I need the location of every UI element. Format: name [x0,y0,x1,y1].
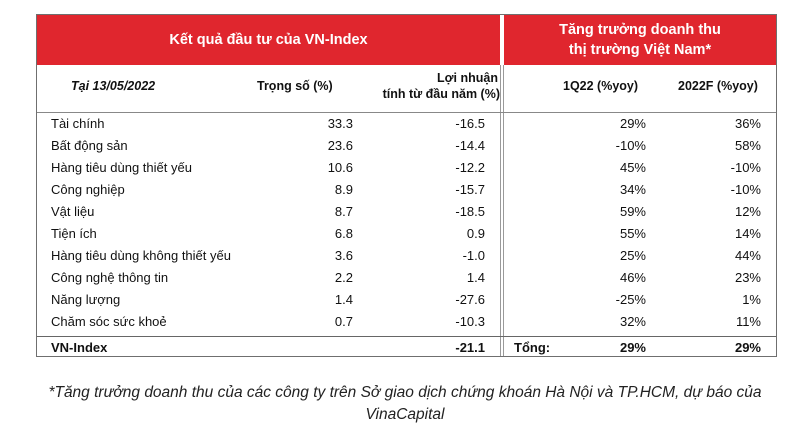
row-forecast-growth: 11% [735,314,761,329]
row-q1-growth: -10% [615,138,646,153]
row-q1-growth: 45% [619,160,646,175]
footnote-line2: VinaCapital [365,406,445,423]
row-forecast-growth: 12% [734,204,761,219]
row-q1-growth: 29% [619,116,646,131]
row-q1-growth: 25% [619,248,646,263]
total-name: VN-Index [51,340,108,355]
row-forecast-growth: -10% [730,160,761,175]
row-weight: 2.2 [334,270,353,285]
footnote: *Tăng trưởng doanh thu của các công ty t… [0,382,810,426]
row-weight: 6.8 [334,226,353,241]
row-weight: 3.6 [334,248,353,263]
divider-left [500,65,501,356]
row-q1-growth: 55% [619,226,646,241]
row-forecast-growth: 23% [734,270,761,285]
total-q1: 29% [619,340,646,355]
row-profit: -16.5 [455,116,485,131]
row-sector-name: Chăm sóc sức khoẻ [51,314,167,329]
total-row: VN-Index -21.1 Tổng: 29% 29% [37,337,776,359]
row-weight: 0.7 [334,314,353,329]
row-weight: 1.4 [334,292,353,307]
row-forecast-growth: 58% [734,138,761,153]
row-forecast-growth: -10% [730,182,761,197]
row-q1-growth: 32% [619,314,646,329]
row-weight: 8.7 [334,204,353,219]
table-row: Hàng tiêu dùng không thiết yếu 3.6 -1.0 25%… [37,245,776,267]
row-sector-name: Công nghệ thông tin [51,270,169,285]
row-profit: -14.4 [455,138,485,153]
row-profit: -27.6 [455,292,485,307]
col-date: Tại 13/05/2022 [71,79,156,93]
row-sector-name: Tiện ích [51,226,97,241]
row-sector-name: Tài chính [51,116,105,131]
header-right-title: Tăng trưởng doanh thu thị trường Việt Na… [504,15,776,65]
row-profit: -15.7 [455,182,485,197]
row-weight: 23.6 [327,138,353,153]
subheader-right: 1Q22 (%yoy) 2022F (%yoy) [504,65,776,112]
row-sector-name: Năng lượng [51,292,121,307]
row-profit: -12.2 [455,160,485,175]
col-profit-line2: tính từ đầu năm (%) [382,87,500,101]
row-profit: -18.5 [455,204,485,219]
table-row: Năng lượng 1.4 -27.6 -25% 1% [37,289,776,311]
total-label: Tổng: [514,340,551,355]
col-profit: Lợi nhuận [408,70,498,87]
total-divider [37,336,776,337]
table-row: Tài chính 33.3 -16.5 29% 36% [37,113,776,135]
table-row: Tiện ích 6.8 0.9 55% 14% [37,223,776,245]
header-right-line1: Tăng trưởng doanh thu [559,22,721,38]
subheader-divider [37,112,776,113]
row-profit: -10.3 [455,314,485,329]
table-row: Công nghiệp 8.9 -15.7 34% -10% [37,179,776,201]
row-profit: 1.4 [466,270,485,285]
col-q1: 1Q22 (%yoy) [563,79,639,93]
col-weight: Trọng số (%) [257,79,333,93]
divider-right [503,65,504,356]
header-right-line2: thị trường Việt Nam* [568,42,712,58]
table-row: Công nghệ thông tin 2.2 1.4 46% 23% [37,267,776,289]
table-row: Hàng tiêu dùng thiết yếu 10.6 -12.2 45% -10% [37,157,776,179]
row-q1-growth: -25% [615,292,646,307]
performance-table: Kết quả đầu tư của VN-Index Tăng trưởng … [36,14,777,357]
col-profit-line1: Lợi nhuận [437,71,498,85]
row-forecast-growth: 14% [734,226,761,241]
total-forecast: 29% [734,340,761,355]
row-q1-growth: 34% [619,182,646,197]
row-forecast-growth: 44% [734,248,761,263]
row-sector-name: Hàng tiêu dùng không thiết yếu [51,248,231,263]
footnote-line1: *Tăng trưởng doanh thu của các công ty t… [48,384,762,401]
table-row: Bất động sản 23.6 -14.4 -10% 58% [37,135,776,157]
table-row: Chăm sóc sức khoẻ 0.7 -10.3 32% 11% [37,311,776,333]
row-profit: 0.9 [466,226,485,241]
row-weight: 10.6 [327,160,353,175]
col-forecast: 2022F (%yoy) [678,79,758,93]
row-forecast-growth: 36% [734,116,761,131]
column-gap [500,15,504,356]
row-q1-growth: 46% [619,270,646,285]
row-forecast-growth: 1% [742,292,761,307]
row-sector-name: Bất động sản [51,138,128,153]
row-q1-growth: 59% [619,204,646,219]
subheader-left: Tại 13/05/2022 Trọng số (%) Lợi nhuận tí… [37,65,500,112]
row-weight: 8.9 [334,182,353,197]
header-left-title: Kết quả đầu tư của VN-Index [37,15,500,65]
row-sector-name: Vật liệu [51,204,95,219]
row-profit: -1.0 [462,248,485,263]
table-row: Vật liệu 8.7 -18.5 59% 12% [37,201,776,223]
row-weight: 33.3 [327,116,353,131]
total-profit: -21.1 [455,340,485,355]
row-sector-name: Công nghiệp [51,182,125,197]
row-sector-name: Hàng tiêu dùng thiết yếu [51,160,192,175]
